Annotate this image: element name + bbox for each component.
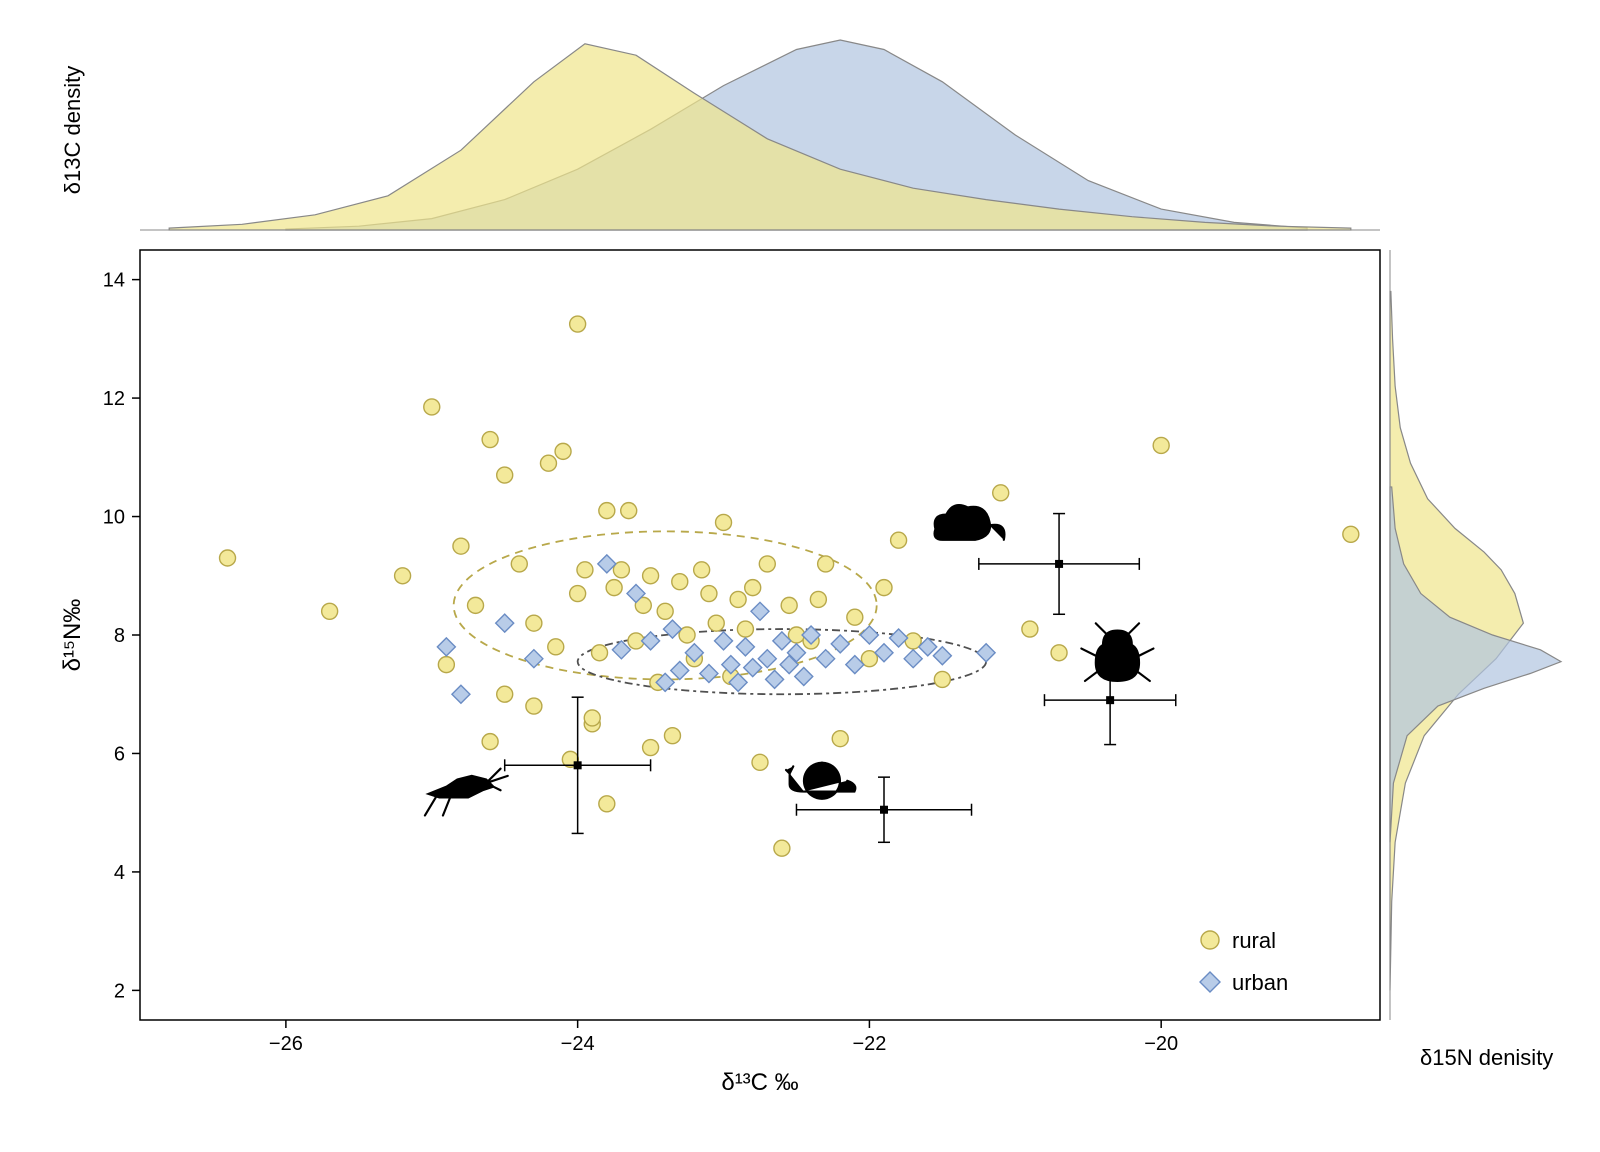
rural-point xyxy=(438,657,454,673)
rural-point xyxy=(592,645,608,661)
rural-point xyxy=(876,580,892,596)
rural-point xyxy=(482,432,498,448)
svg-text:δ15N denisity: δ15N denisity xyxy=(1420,1045,1553,1070)
rural-point xyxy=(482,734,498,750)
rural-point xyxy=(570,586,586,602)
svg-text:δ¹⁵N‰: δ¹⁵N‰ xyxy=(59,599,86,672)
rural-point xyxy=(716,514,732,530)
rural-point xyxy=(774,840,790,856)
rural-point xyxy=(526,615,542,631)
rural-point xyxy=(548,639,564,655)
svg-text:rural: rural xyxy=(1232,928,1276,953)
rural-point xyxy=(1153,437,1169,453)
rural-point xyxy=(810,591,826,607)
rural-point xyxy=(570,316,586,332)
rural-point xyxy=(643,568,659,584)
rural-point xyxy=(555,443,571,459)
rural-point xyxy=(759,556,775,572)
rural-point xyxy=(453,538,469,554)
rural-point xyxy=(672,574,688,590)
rural-point xyxy=(745,580,761,596)
rural-point xyxy=(606,580,622,596)
rural-point xyxy=(395,568,411,584)
rural-point xyxy=(657,603,673,619)
rural-point xyxy=(577,562,593,578)
rural-point xyxy=(737,621,753,637)
rural-point xyxy=(993,485,1009,501)
rural-point xyxy=(934,671,950,687)
rural-point xyxy=(497,467,513,483)
rural-point xyxy=(621,503,637,519)
rural-point xyxy=(468,597,484,613)
rural-point xyxy=(599,503,615,519)
rural-point xyxy=(832,731,848,747)
rural-point xyxy=(730,591,746,607)
svg-text:−24: −24 xyxy=(561,1033,595,1055)
svg-text:4: 4 xyxy=(114,862,125,884)
rural-point xyxy=(643,740,659,756)
svg-text:−20: −20 xyxy=(1144,1033,1178,1055)
svg-text:8: 8 xyxy=(114,625,125,647)
rural-point xyxy=(752,754,768,770)
svg-text:−26: −26 xyxy=(269,1033,303,1055)
svg-text:10: 10 xyxy=(103,507,125,529)
rural-point xyxy=(708,615,724,631)
svg-text:δ¹³C ‰: δ¹³C ‰ xyxy=(721,1069,798,1096)
rural-point xyxy=(526,698,542,714)
svg-text:2: 2 xyxy=(114,980,125,1002)
isotope-scatter-chart: δ13C density δ15N denisity −26 −24 −22 −20 δ¹³… xyxy=(20,20,1580,1132)
rural-point xyxy=(540,455,556,471)
rural-point xyxy=(701,586,717,602)
rural-point xyxy=(584,710,600,726)
rural-point xyxy=(1051,645,1067,661)
svg-text:−22: −22 xyxy=(852,1033,886,1055)
svg-text:12: 12 xyxy=(103,388,125,410)
svg-text:δ13C density: δ13C density xyxy=(60,66,85,194)
rural-point xyxy=(664,728,680,744)
rural-point xyxy=(424,399,440,415)
rural-point xyxy=(781,597,797,613)
rural-point xyxy=(220,550,236,566)
rural-point xyxy=(497,686,513,702)
svg-text:14: 14 xyxy=(103,270,125,292)
rural-point xyxy=(847,609,863,625)
rural-point xyxy=(694,562,710,578)
rural-point xyxy=(322,603,338,619)
rural-point xyxy=(891,532,907,548)
chart-svg: δ13C density δ15N denisity −26 −24 −22 −20 δ¹³… xyxy=(20,20,1580,1132)
svg-text:urban: urban xyxy=(1232,970,1288,995)
svg-text:6: 6 xyxy=(114,743,125,765)
rural-point xyxy=(1022,621,1038,637)
rural-point xyxy=(599,796,615,812)
rural-point xyxy=(511,556,527,572)
rural-point xyxy=(1343,526,1359,542)
rural-point xyxy=(818,556,834,572)
